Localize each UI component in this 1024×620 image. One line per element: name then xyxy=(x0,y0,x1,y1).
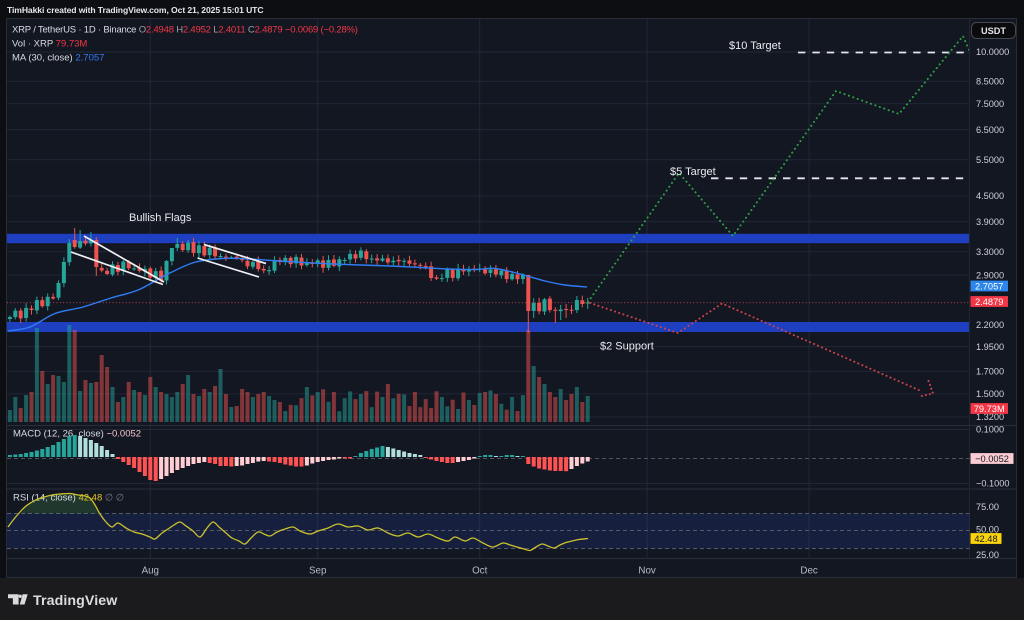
svg-text:2.4879: 2.4879 xyxy=(975,297,1003,307)
svg-text:RSI (14, close) 42.48 ∅ ∅: RSI (14, close) 42.48 ∅ ∅ xyxy=(13,493,124,504)
svg-text:TimHakki created with TradingV: TimHakki created with TradingView.com, O… xyxy=(7,5,263,15)
svg-text:7.5000: 7.5000 xyxy=(976,99,1004,109)
svg-text:Bullish Flags: Bullish Flags xyxy=(129,212,192,224)
svg-text:2.2000: 2.2000 xyxy=(976,320,1004,330)
svg-text:1.3200: 1.3200 xyxy=(976,412,1004,422)
svg-text:MA (30, close) 2.7057: MA (30, close) 2.7057 xyxy=(12,53,104,64)
svg-text:42.48: 42.48 xyxy=(974,534,997,544)
svg-text:8.5000: 8.5000 xyxy=(976,77,1004,87)
svg-text:Sep: Sep xyxy=(309,566,327,577)
svg-text:4.5000: 4.5000 xyxy=(976,191,1004,201)
svg-text:−0.1000: −0.1000 xyxy=(976,479,1009,489)
svg-text:1.9500: 1.9500 xyxy=(976,342,1004,352)
svg-text:6.5000: 6.5000 xyxy=(976,125,1004,135)
svg-text:XRP / TetherUS · 1D · Binance: XRP / TetherUS · 1D · Binance O2.4948 H2… xyxy=(12,25,358,36)
svg-text:1.5000: 1.5000 xyxy=(976,389,1004,399)
svg-text:0.1000: 0.1000 xyxy=(976,425,1004,435)
svg-text:USDT: USDT xyxy=(981,26,1006,36)
svg-text:TradingView: TradingView xyxy=(33,593,118,609)
svg-text:79.73M: 79.73M xyxy=(974,404,1005,414)
svg-text:25.00: 25.00 xyxy=(976,550,999,560)
svg-text:Aug: Aug xyxy=(142,566,159,577)
svg-text:5.5000: 5.5000 xyxy=(976,155,1004,165)
svg-text:2.7057: 2.7057 xyxy=(975,281,1003,291)
svg-text:Nov: Nov xyxy=(638,566,656,577)
svg-text:50.00: 50.00 xyxy=(976,525,999,535)
svg-text:$10 Target: $10 Target xyxy=(729,40,781,52)
svg-text:Oct: Oct xyxy=(472,566,488,577)
svg-text:10.0000: 10.0000 xyxy=(976,47,1009,57)
svg-text:$2 Support: $2 Support xyxy=(600,341,654,353)
svg-text:Vol · XRP 79.73M: Vol · XRP 79.73M xyxy=(12,39,87,50)
svg-text:3.9000: 3.9000 xyxy=(976,217,1004,227)
svg-text:3.3000: 3.3000 xyxy=(976,247,1004,257)
svg-text:2.9000: 2.9000 xyxy=(976,270,1004,280)
svg-text:MACD (12, 26, close) −0.0052: MACD (12, 26, close) −0.0052 xyxy=(13,429,141,440)
svg-text:$5 Target: $5 Target xyxy=(670,166,716,178)
svg-text:1.7000: 1.7000 xyxy=(976,367,1004,377)
svg-text:Dec: Dec xyxy=(800,566,818,577)
svg-text:−0.0052: −0.0052 xyxy=(975,454,1009,464)
svg-text:75.00: 75.00 xyxy=(976,502,999,512)
